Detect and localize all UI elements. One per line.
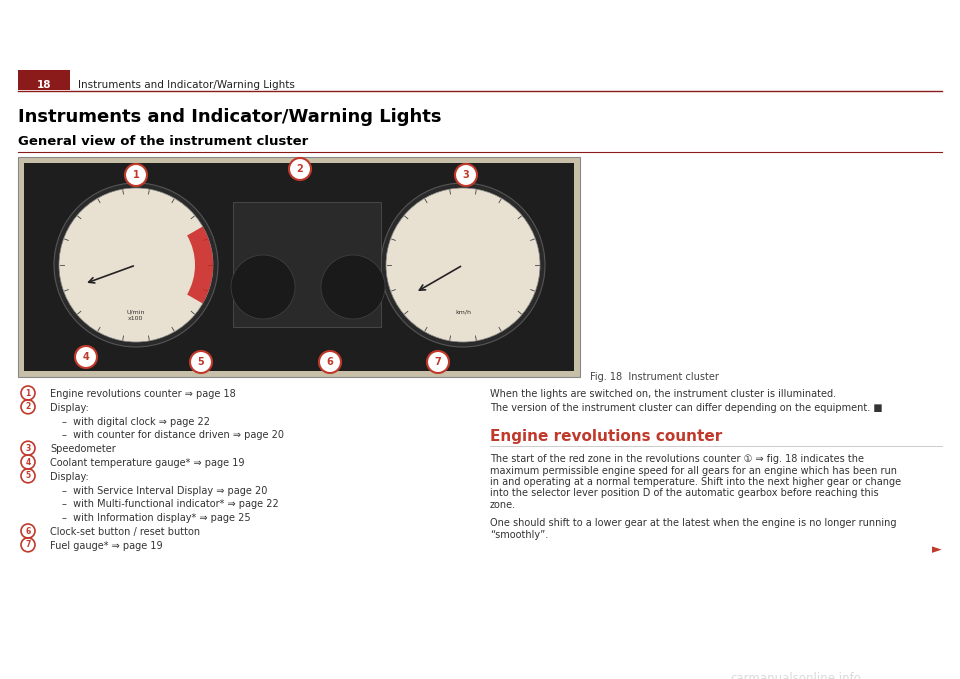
Text: –  with Information display* ⇒ page 25: – with Information display* ⇒ page 25 bbox=[62, 513, 251, 524]
Text: 1: 1 bbox=[25, 388, 31, 397]
Circle shape bbox=[125, 164, 147, 186]
Circle shape bbox=[21, 441, 35, 455]
Text: 4: 4 bbox=[25, 458, 31, 466]
Text: into the selector lever position D of the automatic gearbox before reaching this: into the selector lever position D of th… bbox=[490, 488, 878, 498]
Text: 3: 3 bbox=[25, 443, 31, 453]
Text: carmanualsonline.info: carmanualsonline.info bbox=[730, 672, 861, 679]
Circle shape bbox=[190, 351, 212, 373]
Text: General view of the instrument cluster: General view of the instrument cluster bbox=[18, 135, 308, 148]
Text: 3: 3 bbox=[463, 170, 469, 180]
Text: 4: 4 bbox=[83, 352, 89, 362]
Text: zone.: zone. bbox=[490, 500, 516, 510]
Circle shape bbox=[427, 351, 449, 373]
Circle shape bbox=[21, 538, 35, 552]
Text: Instruments and Indicator/Warning Lights: Instruments and Indicator/Warning Lights bbox=[78, 80, 295, 90]
Circle shape bbox=[319, 351, 341, 373]
Text: Instruments and Indicator/Warning Lights: Instruments and Indicator/Warning Lights bbox=[18, 108, 442, 126]
Circle shape bbox=[386, 188, 540, 342]
Text: Fuel gauge* ⇒ page 19: Fuel gauge* ⇒ page 19 bbox=[50, 540, 162, 551]
Text: The version of the instrument cluster can differ depending on the equipment. ■: The version of the instrument cluster ca… bbox=[490, 403, 882, 413]
Text: 6: 6 bbox=[326, 357, 333, 367]
Circle shape bbox=[59, 188, 213, 342]
Text: 6: 6 bbox=[25, 526, 31, 536]
Text: 7: 7 bbox=[25, 540, 31, 549]
Bar bbox=[18, 157, 580, 377]
Text: Display:: Display: bbox=[50, 403, 88, 413]
Text: 7: 7 bbox=[435, 357, 442, 367]
Text: –  with Multi-functional indicator* ⇒ page 22: – with Multi-functional indicator* ⇒ pag… bbox=[62, 499, 278, 509]
Text: Engine revolutions counter ⇒ page 18: Engine revolutions counter ⇒ page 18 bbox=[50, 389, 236, 399]
Wedge shape bbox=[187, 227, 213, 304]
Circle shape bbox=[455, 164, 477, 186]
Circle shape bbox=[21, 386, 35, 400]
Text: Speedometer: Speedometer bbox=[50, 444, 116, 454]
Text: “smoothly”.: “smoothly”. bbox=[490, 530, 548, 540]
Text: 1: 1 bbox=[132, 170, 139, 180]
Text: Engine revolutions counter: Engine revolutions counter bbox=[490, 429, 722, 444]
Text: 5: 5 bbox=[25, 471, 31, 480]
Text: 2: 2 bbox=[297, 164, 303, 174]
Text: 18: 18 bbox=[36, 80, 51, 90]
Text: When the lights are switched on, the instrument cluster is illuminated.: When the lights are switched on, the ins… bbox=[490, 389, 836, 399]
Circle shape bbox=[75, 346, 97, 368]
Text: Display:: Display: bbox=[50, 472, 88, 482]
Text: –  with counter for distance driven ⇒ page 20: – with counter for distance driven ⇒ pag… bbox=[62, 430, 284, 441]
Bar bbox=[18, 70, 70, 90]
Text: maximum permissible engine speed for all gears for an engine which has been run: maximum permissible engine speed for all… bbox=[490, 466, 897, 475]
Circle shape bbox=[21, 455, 35, 469]
Text: ►: ► bbox=[932, 543, 942, 557]
Circle shape bbox=[231, 255, 295, 319]
Text: U/min
x100: U/min x100 bbox=[127, 310, 145, 320]
Circle shape bbox=[289, 158, 311, 180]
Text: 5: 5 bbox=[198, 357, 204, 367]
Text: One should shift to a lower gear at the latest when the engine is no longer runn: One should shift to a lower gear at the … bbox=[490, 519, 897, 528]
Circle shape bbox=[381, 183, 545, 347]
Circle shape bbox=[21, 524, 35, 538]
Circle shape bbox=[21, 400, 35, 414]
Text: –  with Service Interval Display ⇒ page 20: – with Service Interval Display ⇒ page 2… bbox=[62, 485, 268, 496]
Text: Clock-set button / reset button: Clock-set button / reset button bbox=[50, 527, 200, 537]
Text: 2: 2 bbox=[25, 402, 31, 411]
Circle shape bbox=[21, 469, 35, 483]
Bar bbox=[233, 202, 381, 327]
Text: in and operating at a normal temperature. Shift into the next higher gear or cha: in and operating at a normal temperature… bbox=[490, 477, 901, 487]
Text: Coolant temperature gauge* ⇒ page 19: Coolant temperature gauge* ⇒ page 19 bbox=[50, 458, 245, 468]
Circle shape bbox=[54, 183, 218, 347]
Text: –  with digital clock ⇒ page 22: – with digital clock ⇒ page 22 bbox=[62, 417, 210, 426]
Bar bbox=[24, 163, 574, 371]
Text: Fig. 18  Instrument cluster: Fig. 18 Instrument cluster bbox=[590, 372, 719, 382]
Circle shape bbox=[321, 255, 385, 319]
Text: km/h: km/h bbox=[455, 310, 471, 315]
Text: The start of the red zone in the revolutions counter ① ⇒ fig. 18 indicates the: The start of the red zone in the revolut… bbox=[490, 454, 864, 464]
